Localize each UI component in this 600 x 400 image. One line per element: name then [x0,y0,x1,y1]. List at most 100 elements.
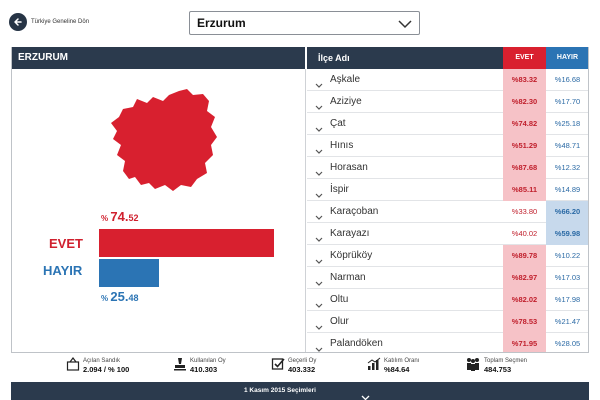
district-evet-value: %89.78 [503,245,546,267]
table-row[interactable]: Hınıs %51.29 %48.71 [307,135,588,160]
chevron-down-icon [315,164,323,182]
district-hayir-value: %28.05 [554,339,581,348]
chevron-down-icon [397,17,413,35]
checkbox-icon [271,358,285,370]
panel-divider [305,69,306,352]
district-hayir-value: %25.18 [554,119,581,128]
chevron-down-icon [315,274,323,292]
election-label: 1 Kasım 2015 Seçimleri [244,387,316,394]
district-name: Hınıs [330,140,354,151]
election-selector[interactable]: 1 Kasım 2015 Seçimleri [11,382,589,400]
used-label: Kullanılan Oy [190,358,226,364]
district-hayir-value: %21.47 [554,317,581,326]
district-evet-value: %74.82 [503,113,546,135]
stat-total-voters: Toplam Seçmen 484.753 [465,357,527,375]
evet-pct-prefix: % [101,214,109,223]
hayir-column-header: HAYIR [546,47,588,69]
table-row[interactable]: Aziziye %82.30 %17.70 [307,91,588,116]
top-bar: Türkiye Geneline Dön Erzurum [0,0,600,46]
hayir-label: HAYIR [43,263,83,278]
ballot-box-icon [66,357,80,371]
table-row[interactable]: Aşkale %83.32 %16.68 [307,69,588,91]
turnout-value: %84.64 [384,365,410,374]
district-evet-value: %82.97 [503,267,546,289]
back-label: Türkiye Geneline Dön [31,19,90,25]
chevron-down-icon [315,98,323,116]
chevron-down-icon [361,388,370,400]
table-row[interactable]: Narman %82.97 %17.03 [307,267,588,292]
evet-bar [99,229,275,257]
district-evet-value: %71.95 [503,333,546,352]
results-panel: ERZURUM % 74.52 EVET HAYIR % 25.48 İlçe … [11,47,589,352]
chevron-down-icon [315,230,323,248]
district-name: Narman [330,272,366,283]
table-row[interactable]: Horasan %87.68 %12.32 [307,157,588,182]
district-name: Palandöken [330,338,383,349]
district-evet-value: %83.32 [503,69,546,91]
evet-label: EVET [49,236,83,251]
district-column-header: İlçe Adı [318,53,350,63]
back-to-turkey-link[interactable]: Türkiye Geneline Dön [9,13,89,31]
district-name: Oltu [330,294,349,305]
district-evet-value: %78.53 [503,311,546,333]
chevron-down-icon [315,142,323,160]
province-select[interactable]: Erzurum [189,11,420,35]
province-title: ERZURUM [18,52,68,63]
table-row[interactable]: Karaçoban %33.80 %66.20 [307,201,588,226]
stat-turnout: Katılım Oranı %84.64 [367,357,419,375]
district-name: Köprüköy [330,250,373,261]
opened-value: 2.094 / % 100 [83,365,130,374]
district-hayir-value: %12.32 [554,163,581,172]
table-row[interactable]: Çat %74.82 %25.18 [307,113,588,135]
stat-used-votes: Kullanılan Oy 410.303 [173,357,226,375]
evet-pct-dec: 52 [128,213,139,223]
evet-column-header: EVET [503,47,546,69]
turnout-label: Katılım Oranı [384,358,420,364]
district-name: Aziziye [330,96,362,107]
table-row[interactable]: Oltu %82.02 %17.98 [307,289,588,314]
hayir-pct-int: 25. [110,289,129,304]
used-value: 410.303 [190,365,218,374]
district-table-header: İlçe Adı EVET HAYIR [307,47,588,69]
province-map-shape [111,89,217,191]
district-hayir-value: %16.68 [554,75,581,84]
chevron-down-icon [315,186,323,204]
hayir-pct-prefix: % [101,294,109,303]
district-name: Olur [330,316,349,327]
valid-label: Geçerli Oy [288,358,317,364]
chevron-down-icon [315,318,323,336]
district-evet-value: %40.02 [511,229,538,238]
people-icon [467,358,479,371]
district-evet-value: %33.80 [511,207,538,216]
stats-bar: Açılan Sandık 2.094 / % 100 Kullanılan O… [11,352,589,382]
district-hayir-value: %14.89 [554,185,581,194]
table-row[interactable]: Olur %78.53 %21.47 [307,311,588,336]
table-row[interactable]: İspir %85.11 %14.89 [307,179,588,204]
evet-pct-int: 74. [110,209,129,224]
district-evet-value: %82.02 [503,289,546,311]
district-name: Aşkale [330,74,361,85]
district-hayir-value: %66.20 [546,201,588,223]
district-hayir-value: %48.71 [554,141,581,150]
district-evet-value: %87.68 [503,157,546,179]
valid-value: 403.332 [288,365,316,374]
province-header: ERZURUM [12,47,305,69]
hayir-pct-dec: 48 [128,293,139,303]
district-table[interactable]: Aşkale %83.32 %16.68 Aziziye %82.30 %17.70 Çat… [307,69,588,352]
table-row[interactable]: Köprüköy %89.78 %10.22 [307,245,588,270]
chevron-down-icon [315,340,323,352]
district-name: Karaçoban [330,206,379,217]
stat-valid-votes: Geçerli Oy 403.332 [271,357,316,375]
table-row[interactable]: Palandöken %71.95 %28.05 [307,333,588,352]
province-select-value: Erzurum [197,16,246,30]
chevron-down-icon [315,208,323,226]
district-evet-value: %85.11 [503,179,546,201]
hayir-percentage: % 25.48 [101,289,138,304]
table-row[interactable]: Karayazı %40.02 %59.98 [307,223,588,248]
chevron-down-icon [315,252,323,270]
chevron-down-icon [315,296,323,314]
evet-percentage: % 74.52 [101,209,138,224]
district-name: Karayazı [330,228,370,239]
district-hayir-value: %17.03 [554,273,581,282]
arrow-left-icon [9,13,27,31]
